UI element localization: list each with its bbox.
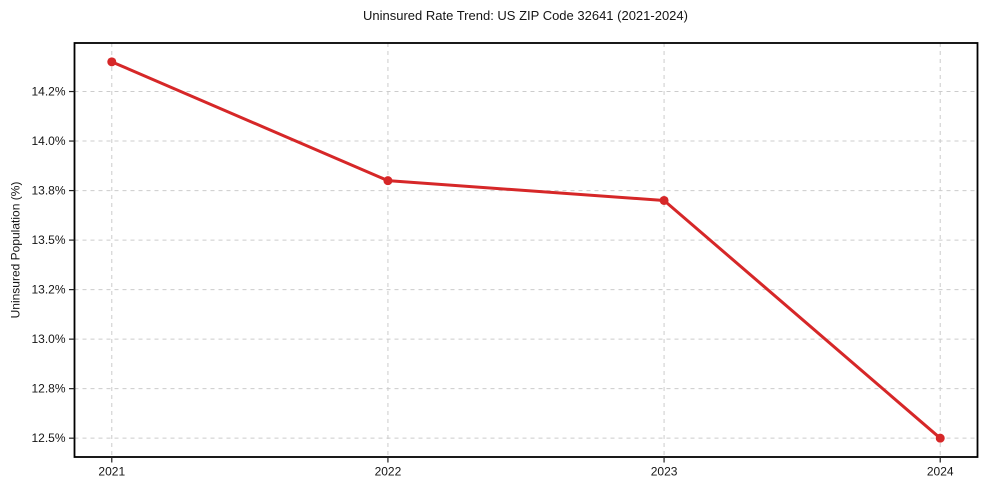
y-tick-label: 13.0% xyxy=(31,332,65,346)
x-tick-label: 2024 xyxy=(927,465,954,479)
x-tick-label: 2023 xyxy=(651,465,678,479)
y-tick-label: 13.5% xyxy=(31,233,65,247)
x-tick-label: 2022 xyxy=(375,465,402,479)
data-point-marker xyxy=(383,176,393,186)
plot-border xyxy=(73,42,979,458)
x-tick-label: 2021 xyxy=(98,465,125,479)
data-point-marker xyxy=(935,433,945,443)
y-tick-label: 13.2% xyxy=(31,283,65,297)
y-tick-label: 12.8% xyxy=(31,382,65,396)
y-tick-label: 14.0% xyxy=(31,134,65,148)
y-tick-label: 12.5% xyxy=(31,431,65,445)
data-point-marker xyxy=(659,195,669,205)
y-tick-label: 13.8% xyxy=(31,184,65,198)
data-point-marker xyxy=(107,57,117,67)
trend-line xyxy=(110,60,942,440)
y-tick-label: 14.2% xyxy=(31,85,65,99)
chart-title: Uninsured Rate Trend: US ZIP Code 32641 … xyxy=(363,8,688,23)
